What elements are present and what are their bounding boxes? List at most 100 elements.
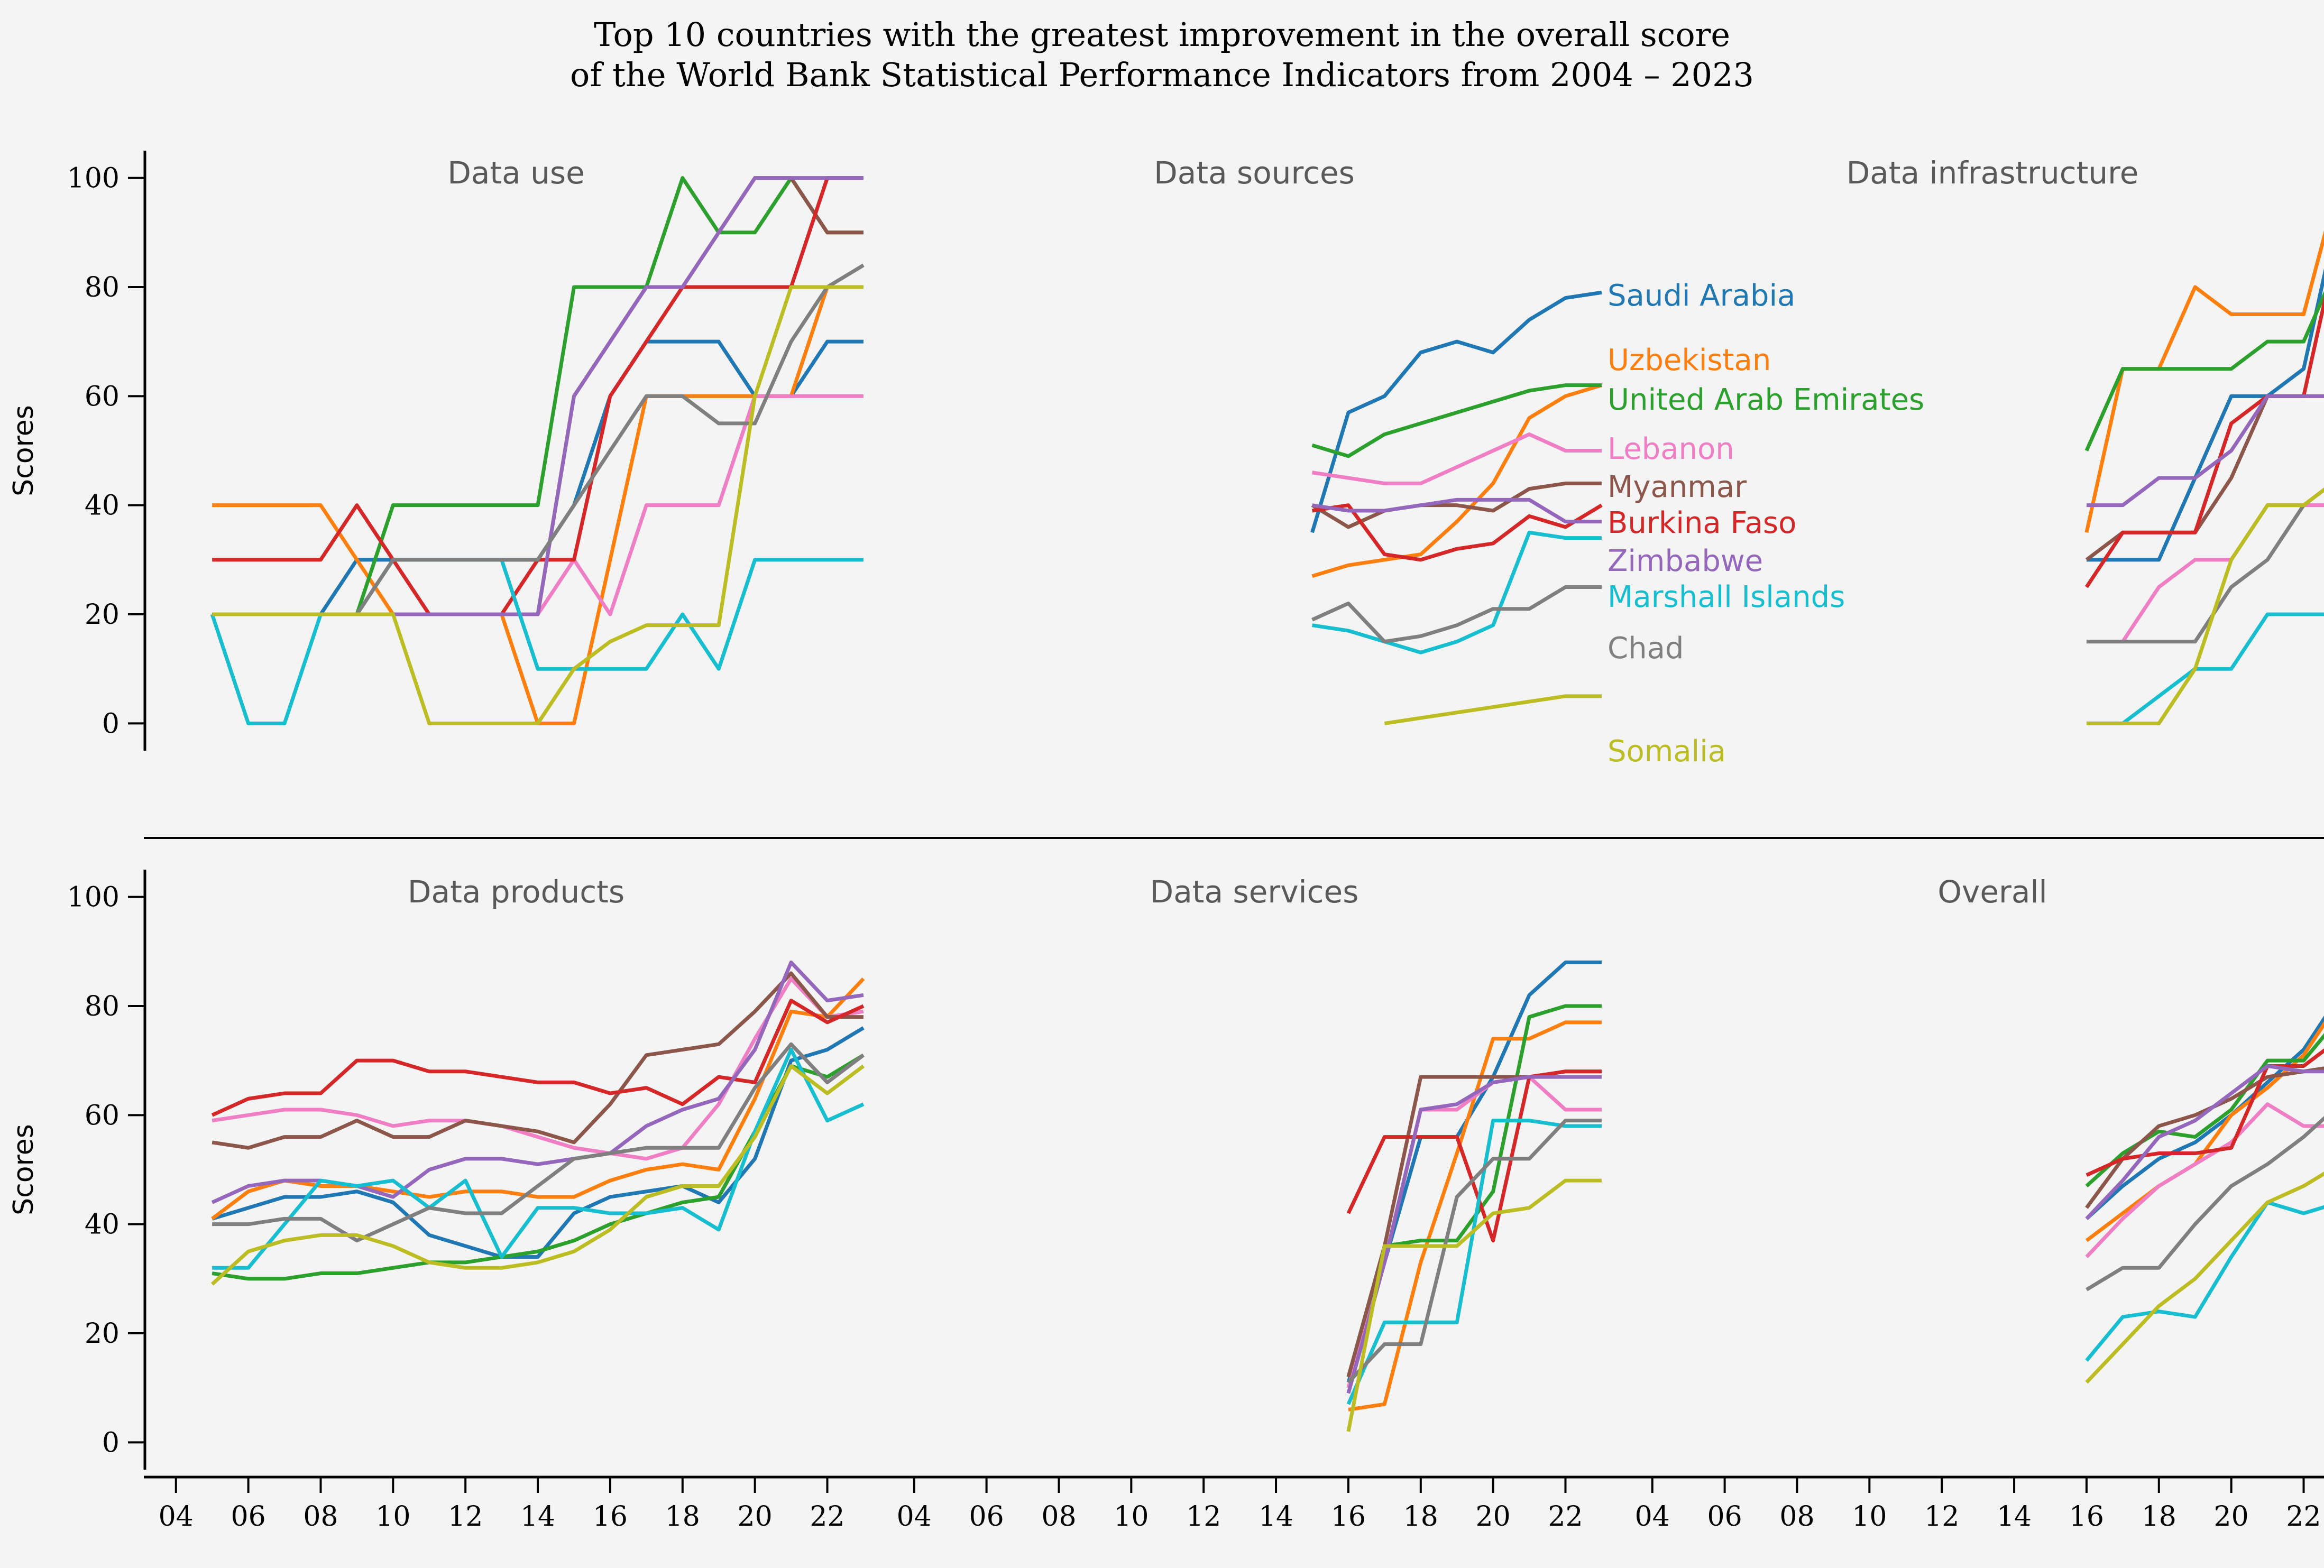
series-line-burkina-faso: [1311, 503, 1603, 562]
x-tick-label: 12: [1924, 1501, 1959, 1533]
panel-title: Data products: [408, 874, 624, 910]
series-line-burkina-faso: [1346, 1069, 1602, 1243]
series-line-united-arab-emirates: [1311, 383, 1602, 458]
x-tick-label: 20: [738, 1501, 773, 1533]
panel-title: Data sources: [1154, 155, 1355, 191]
panel-title: Overall: [1937, 874, 2047, 910]
x-tick-label: 18: [2142, 1501, 2176, 1533]
y-tick-label: 100: [67, 163, 120, 195]
series-line-uzbekistan: [211, 977, 865, 1221]
x-tick-label: 18: [665, 1501, 700, 1533]
legend-label-myanmar[interactable]: Myanmar: [1607, 470, 1747, 504]
x-tick-label: 04: [897, 1501, 932, 1533]
x-tick-label: 10: [1852, 1501, 1887, 1533]
y-tick-label: 60: [85, 1100, 120, 1131]
series-line-chad: [1311, 585, 1602, 644]
y-tick-label: 20: [85, 599, 120, 631]
y-tick-label: 20: [85, 1318, 120, 1350]
y-tick-label: 0: [102, 1427, 120, 1459]
legend: Saudi Arabia Uzbekistan United Arab Emirat…: [1607, 279, 1924, 769]
series-line-somalia: [1346, 1178, 1602, 1432]
x-tick-label: 18: [1403, 1501, 1438, 1533]
legend-label-chad[interactable]: Chad: [1607, 631, 1684, 666]
panel-title: Data use: [447, 155, 585, 191]
series-line-myanmar: [212, 971, 864, 1150]
y-tick-label: 60: [85, 381, 120, 412]
series-line-chad: [2086, 1116, 2324, 1292]
y-tick-label: 80: [85, 991, 120, 1022]
x-tick-label: 10: [1114, 1501, 1149, 1533]
series-line-marshall-islands: [1311, 530, 1602, 654]
x-tick-label: 14: [520, 1501, 555, 1533]
series-line-marshall-islands: [2086, 612, 2324, 725]
series-line-uzbekistan: [2084, 230, 2324, 533]
panel-data-use: Data use: [210, 155, 865, 725]
x-tick-label: 06: [1707, 1501, 1742, 1533]
series-line-somalia: [212, 285, 864, 725]
legend-label-lebanon[interactable]: Lebanon: [1607, 432, 1734, 466]
panel-data-infrastructure: Data infrastructure: [1847, 155, 2324, 725]
x-tick-label: 22: [2286, 1501, 2321, 1533]
x-tick-label: 12: [1186, 1501, 1221, 1533]
x-tick-label: 04: [159, 1501, 194, 1533]
x-tick-label: 16: [2069, 1501, 2104, 1533]
series-line-chad: [212, 1042, 865, 1243]
series-line-somalia: [2086, 487, 2324, 725]
series-line-zimbabwe: [2085, 1064, 2324, 1220]
series-line-burkina-faso: [211, 999, 865, 1117]
series-line-marshall-islands: [212, 1048, 865, 1270]
series-line-uzbekistan: [2085, 1021, 2324, 1242]
x-tick-label: 08: [1779, 1501, 1814, 1533]
legend-label-united-arab-emirates[interactable]: United Arab Emirates: [1607, 383, 1924, 417]
series-line-saudi-arabia: [212, 339, 864, 616]
axes: 0 20 40 60 80 100 Scores 0 20 40 60 80 100 Scores 04 06…: [8, 151, 2324, 1533]
y-axis-title: Scores: [8, 405, 40, 496]
panel-title: Data services: [1150, 874, 1359, 910]
x-tick-label: 08: [303, 1501, 338, 1533]
x-tick-label: 10: [375, 1501, 410, 1533]
x-tick-label: 20: [2214, 1501, 2249, 1533]
series-line-somalia: [210, 1064, 865, 1286]
series-line-burkina-faso: [2086, 1048, 2324, 1177]
series-line-saudi-arabia: [2086, 268, 2324, 562]
x-tick-label: 14: [1997, 1501, 2032, 1533]
panel-data-products: Data products: [210, 874, 865, 1286]
legend-label-saudi-arabia[interactable]: Saudi Arabia: [1607, 279, 1795, 313]
y-tick-label: 100: [67, 882, 120, 914]
panel-data-services: Data services: [1150, 874, 1602, 1432]
series-line-lebanon: [2085, 1102, 2324, 1258]
series-line-saudi-arabia: [1346, 960, 1602, 1383]
x-tick-label: 04: [1635, 1501, 1670, 1533]
y-tick-label: 40: [85, 1209, 120, 1241]
y-tick-label: 0: [102, 708, 120, 740]
panel-overall: Overall: [1937, 874, 2324, 1384]
x-tick-label: 22: [1548, 1501, 1583, 1533]
legend-label-somalia[interactable]: Somalia: [1607, 734, 1726, 769]
series-line-saudi-arabia: [1310, 290, 1602, 533]
series-line-zimbabwe: [2086, 394, 2324, 508]
series-line-marshall-islands: [210, 558, 864, 725]
x-tick-label: 22: [810, 1501, 844, 1533]
series-line-somalia: [2085, 1172, 2324, 1384]
series-line-united-arab-emirates: [2085, 1033, 2324, 1188]
legend-label-uzbekistan[interactable]: Uzbekistan: [1607, 343, 1771, 377]
series-line-marshall-islands: [2085, 1200, 2324, 1362]
x-tick-label: 12: [448, 1501, 483, 1533]
series-line-united-arab-emirates: [2084, 291, 2324, 451]
series-line-zimbabwe: [1346, 1075, 1602, 1394]
y-tick-label: 40: [85, 490, 120, 522]
legend-label-marshall-islands[interactable]: Marshall Islands: [1607, 580, 1845, 614]
panel-title: Data infrastructure: [1847, 155, 2139, 191]
y-axis-title: Scores: [8, 1124, 40, 1215]
series-line-lebanon: [212, 976, 864, 1161]
series-line-united-arab-emirates: [212, 1053, 865, 1281]
x-tick-label: 06: [969, 1501, 1004, 1533]
panel-data-sources: Data sources: [1154, 155, 1603, 725]
x-tick-label: 16: [1331, 1501, 1366, 1533]
y-tick-label: 80: [85, 272, 120, 303]
legend-label-burkina-faso[interactable]: Burkina Faso: [1607, 506, 1796, 540]
series-line-uzbekistan: [1311, 383, 1602, 578]
legend-label-zimbabwe[interactable]: Zimbabwe: [1607, 544, 1763, 578]
x-tick-label: 14: [1259, 1501, 1293, 1533]
